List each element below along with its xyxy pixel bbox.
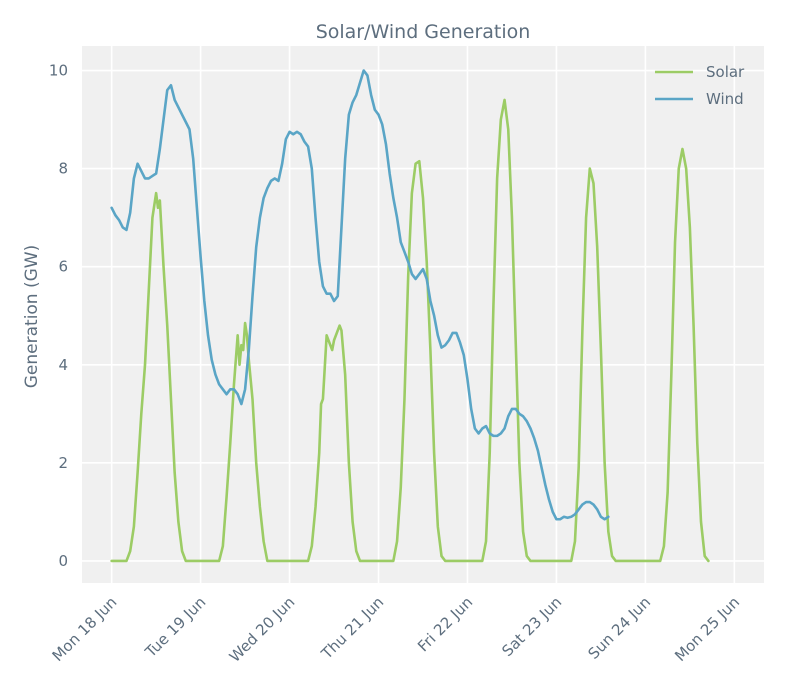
y-tick-labels: 0 2 4 6 8 10 [49, 62, 68, 570]
legend-item-wind[interactable]: Wind [655, 90, 744, 108]
y-tick-label: 2 [58, 454, 68, 472]
x-tick-label: Wed 20 Jun [226, 593, 299, 666]
y-tick-label: 4 [58, 356, 68, 374]
x-tick-label: Fri 22 Jun [414, 593, 476, 655]
series-layer [110, 69, 710, 563]
x-tick-label: Sun 24 Jun [584, 593, 654, 663]
x-tick-labels: Mon 18 Jun Tue 19 Jun Wed 20 Jun Thu 21 Jun… [49, 593, 744, 666]
series-line-solar [110, 98, 710, 563]
grid-lines [82, 46, 764, 583]
legend-label: Solar [706, 63, 745, 81]
series-line-wind [110, 69, 610, 521]
plot-background [82, 46, 764, 583]
y-tick-label: 6 [58, 258, 68, 276]
x-tick-label: Tue 19 Jun [141, 593, 209, 661]
legend-label: Wind [706, 90, 744, 108]
x-tick-label: Thu 21 Jun [317, 593, 387, 663]
chart-title: Solar/Wind Generation [316, 21, 531, 43]
y-axis-label: Generation (GW) [22, 245, 42, 389]
legend-item-solar[interactable]: Solar [655, 63, 745, 81]
y-tick-label: 10 [49, 62, 68, 80]
x-tick-label: Sat 23 Jun [498, 593, 565, 660]
y-tick-label: 0 [58, 552, 68, 570]
y-tick-label: 8 [58, 160, 68, 178]
x-tick-label: Mon 18 Jun [49, 593, 121, 665]
x-tick-label: Mon 25 Jun [671, 593, 743, 665]
legend[interactable]: Solar Wind [655, 63, 745, 108]
